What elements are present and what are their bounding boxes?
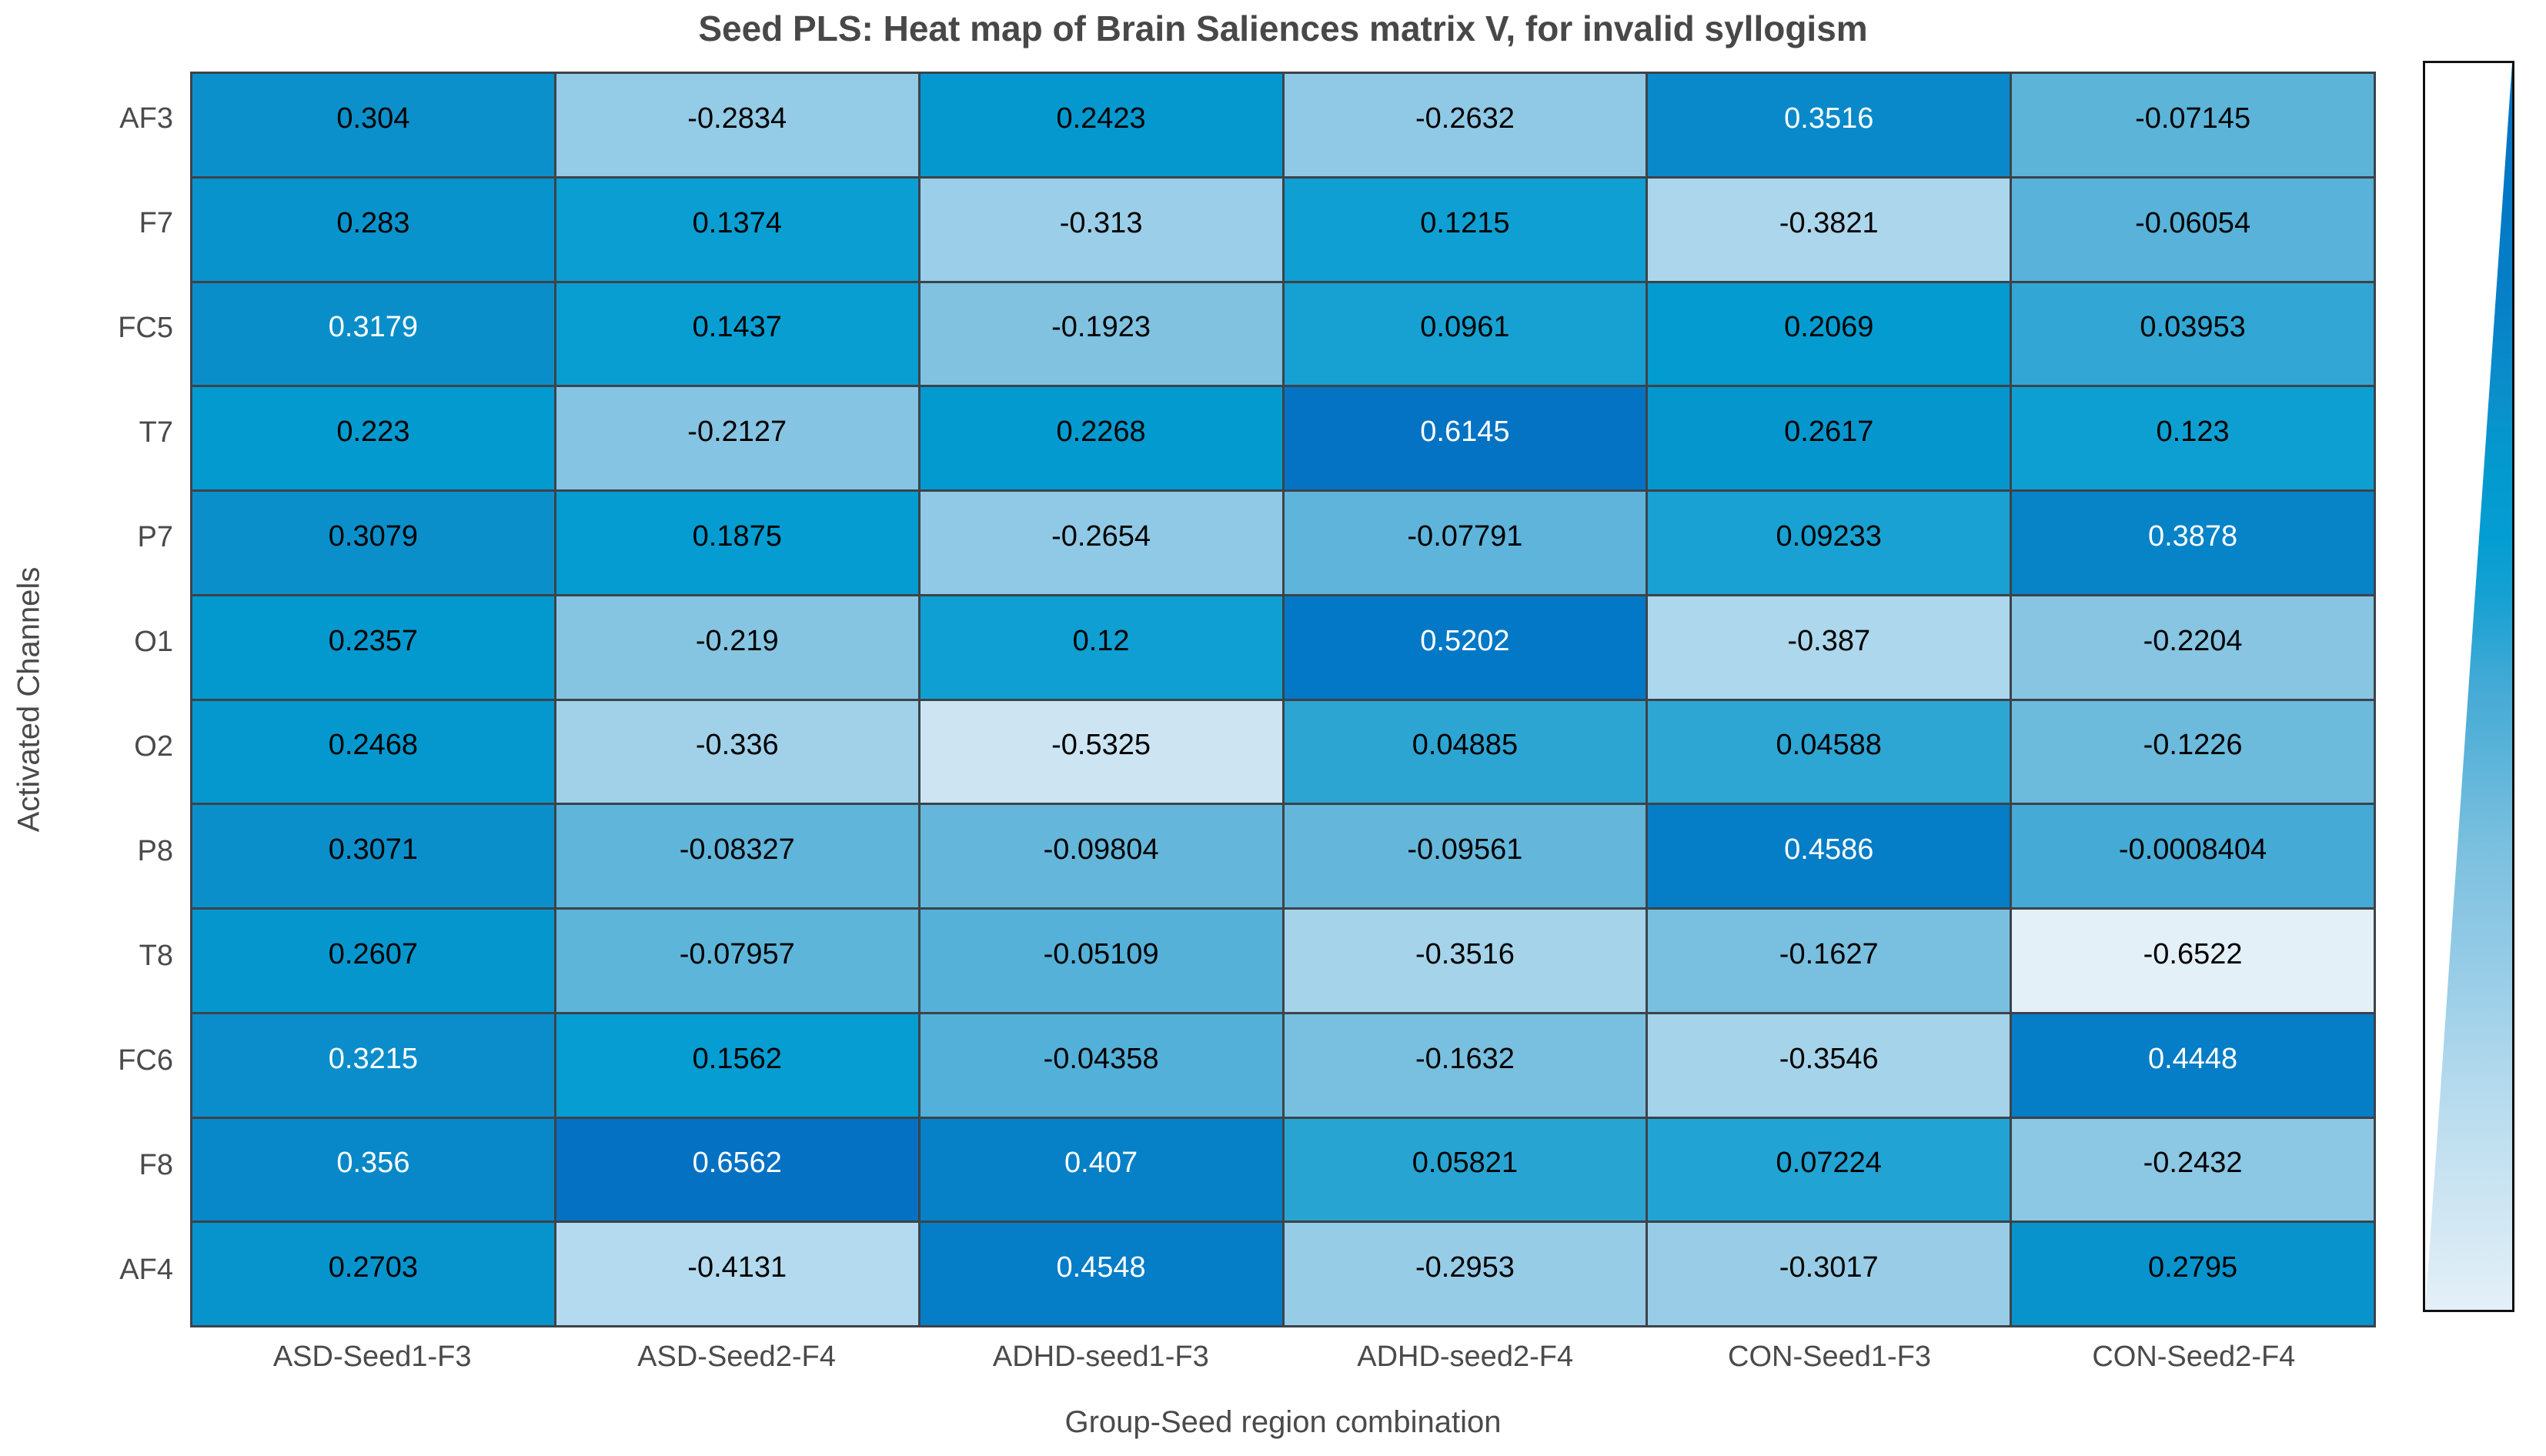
heatmap-cell-P8-CON-Seed2-F4: -0.0008404	[2012, 805, 2374, 907]
heatmap-cell-AF3-ADHD-seed1-F3: 0.2423	[920, 74, 1282, 176]
heatmap-cell-T7-CON-Seed2-F4: 0.123	[2012, 387, 2374, 489]
heatmap-cell-P8-ADHD-seed2-F4: -0.09561	[1284, 805, 1646, 907]
heatmap-cell-P7-ADHD-seed2-F4: -0.07791	[1284, 492, 1646, 594]
heatmap-cell-FC6-CON-Seed2-F4: 0.4448	[2012, 1014, 2374, 1117]
col-label-CON-Seed2-F4: CON-Seed2-F4	[2092, 1341, 2296, 1373]
heatmap-cell-FC5-ASD-Seed2-F4: 0.1437	[556, 282, 918, 386]
col-label-ASD-Seed2-F4: ASD-Seed2-F4	[637, 1341, 836, 1373]
heatmap-cell-AF4-ADHD-seed2-F4: -0.2953	[1284, 1223, 1646, 1325]
heatmap-cell-O2-ASD-Seed1-F3: 0.2468	[192, 700, 554, 803]
col-label-ADHD-seed1-F3: ADHD-seed1-F3	[992, 1341, 1209, 1373]
row-label-FC6: FC6	[118, 1044, 173, 1077]
row-label-O1: O1	[134, 625, 173, 658]
heatmap-cell-T7-ASD-Seed2-F4: -0.2127	[556, 387, 918, 489]
heatmap-cell-P8-ADHD-seed1-F3: -0.09804	[920, 805, 1282, 907]
heatmap-cell-T7-ADHD-seed2-F4: 0.6145	[1284, 387, 1646, 489]
heatmap-cell-F7-CON-Seed1-F3: -0.3821	[1648, 178, 2010, 281]
x-axis-label: Group-Seed region combination	[1064, 1405, 1502, 1439]
heatmap-cell-O2-ADHD-seed2-F4: 0.04885	[1284, 700, 1646, 803]
heatmap-cell-P7-ASD-Seed2-F4: 0.1875	[556, 492, 918, 594]
row-label-F7: F7	[139, 206, 173, 239]
row-label-AF3: AF3	[119, 102, 173, 135]
col-label-ADHD-seed2-F4: ADHD-seed2-F4	[1357, 1341, 1574, 1373]
heatmap-grid: 0.304 -0.2834 0.2423 -0.2632 0.3516 -0.07145 0…	[190, 72, 2376, 1327]
colorbar	[2423, 61, 2514, 1312]
heatmap-cell-FC5-CON-Seed2-F4: 0.03953	[2012, 282, 2374, 386]
heatmap-cell-P7-CON-Seed2-F4: 0.3878	[2012, 492, 2374, 594]
heatmap-cell-O2-CON-Seed2-F4: -0.1226	[2012, 700, 2374, 803]
heatmap-cell-AF3-ADHD-seed2-F4: -0.2632	[1284, 74, 1646, 176]
heatmap-cell-F7-ASD-Seed1-F3: 0.283	[192, 178, 554, 281]
heatmap-cell-FC6-CON-Seed1-F3: -0.3546	[1648, 1014, 2010, 1117]
heatmap-cell-O2-ADHD-seed1-F3: -0.5325	[920, 700, 1282, 803]
heatmap-cell-F8-ADHD-seed2-F4: 0.05821	[1284, 1118, 1646, 1221]
heatmap-cell-F7-ADHD-seed1-F3: -0.313	[920, 178, 1282, 281]
heatmap-cell-AF4-CON-Seed2-F4: 0.2795	[2012, 1223, 2374, 1325]
heatmap-cell-P7-CON-Seed1-F3: 0.09233	[1648, 492, 2010, 594]
heatmap-cell-P7-ASD-Seed1-F3: 0.3079	[192, 492, 554, 594]
heatmap-cell-AF3-CON-Seed1-F3: 0.3516	[1648, 74, 2010, 176]
heatmap-cell-FC5-CON-Seed1-F3: 0.2069	[1648, 282, 2010, 386]
heatmap-cell-F8-CON-Seed2-F4: -0.2432	[2012, 1118, 2374, 1221]
row-label-P8: P8	[137, 834, 173, 867]
heatmap-cell-F8-ASD-Seed2-F4: 0.6562	[556, 1118, 918, 1221]
heatmap-cell-O1-ADHD-seed2-F4: 0.5202	[1284, 596, 1646, 699]
heatmap-cell-F7-ADHD-seed2-F4: 0.1215	[1284, 178, 1646, 281]
row-labels: AF3 F7 FC5 T7 P7 O1 O2 P8 T8 FC6 F8 AF4	[0, 72, 173, 1327]
heatmap-cell-P8-CON-Seed1-F3: 0.4586	[1648, 805, 2010, 907]
row-label-T7: T7	[139, 416, 173, 449]
heatmap-cell-FC5-ASD-Seed1-F3: 0.3179	[192, 282, 554, 386]
heatmap-cell-T8-ASD-Seed2-F4: -0.07957	[556, 910, 918, 1012]
row-label-FC5: FC5	[118, 311, 173, 344]
heatmap-cell-O1-CON-Seed2-F4: -0.2204	[2012, 596, 2374, 699]
heatmap-cell-T7-CON-Seed1-F3: 0.2617	[1648, 387, 2010, 489]
heatmap-cell-AF3-ASD-Seed2-F4: -0.2834	[556, 74, 918, 176]
heatmap-cell-F7-CON-Seed2-F4: -0.06054	[2012, 178, 2374, 281]
heatmap-cell-F8-ADHD-seed1-F3: 0.407	[920, 1118, 1282, 1221]
heatmap-cell-P7-ADHD-seed1-F3: -0.2654	[920, 492, 1282, 594]
heatmap-cell-T7-ASD-Seed1-F3: 0.223	[192, 387, 554, 489]
heatmap-cell-FC6-ASD-Seed2-F4: 0.1562	[556, 1014, 918, 1117]
heatmap-cell-O1-ADHD-seed1-F3: 0.12	[920, 596, 1282, 699]
heatmap-cell-F8-CON-Seed1-F3: 0.07224	[1648, 1118, 2010, 1221]
heatmap-cell-FC6-ADHD-seed1-F3: -0.04358	[920, 1014, 1282, 1117]
col-label-ASD-Seed1-F3: ASD-Seed1-F3	[272, 1341, 472, 1373]
heatmap-cell-O2-CON-Seed1-F3: 0.04588	[1648, 700, 2010, 803]
heatmap-cell-FC6-ASD-Seed1-F3: 0.3215	[192, 1014, 554, 1117]
heatmap-cell-AF4-ASD-Seed1-F3: 0.2703	[192, 1223, 554, 1325]
heatmap-cell-F8-ASD-Seed1-F3: 0.356	[192, 1118, 554, 1221]
heatmap-cell-O1-CON-Seed1-F3: -0.387	[1648, 596, 2010, 699]
heatmap-cell-T8-CON-Seed1-F3: -0.1627	[1648, 910, 2010, 1012]
row-label-AF4: AF4	[119, 1253, 173, 1286]
heatmap-cell-T8-ADHD-seed1-F3: -0.05109	[920, 910, 1282, 1012]
heatmap-cell-FC5-ADHD-seed1-F3: -0.1923	[920, 282, 1282, 386]
heatmap-cell-T8-CON-Seed2-F4: -0.6522	[2012, 910, 2374, 1012]
col-labels: ASD-Seed1-F3 ASD-Seed2-F4 ADHD-seed1-F3 ADH…	[190, 1341, 2376, 1381]
heatmap-cell-AF4-ASD-Seed2-F4: -0.4131	[556, 1223, 918, 1325]
row-label-T8: T8	[139, 939, 173, 972]
heatmap-cell-AF4-CON-Seed1-F3: -0.3017	[1648, 1223, 2010, 1325]
heatmap-cell-O1-ASD-Seed1-F3: 0.2357	[192, 596, 554, 699]
heatmap-cell-T7-ADHD-seed1-F3: 0.2268	[920, 387, 1282, 489]
heatmap-cell-P8-ASD-Seed2-F4: -0.08327	[556, 805, 918, 907]
heatmap-cell-FC5-ADHD-seed2-F4: 0.0961	[1284, 282, 1646, 386]
heatmap-cell-AF4-ADHD-seed1-F3: 0.4548	[920, 1223, 1282, 1325]
heatmap-cell-O1-ASD-Seed2-F4: -0.219	[556, 596, 918, 699]
heatmap-cell-P8-ASD-Seed1-F3: 0.3071	[192, 805, 554, 907]
heatmap-cell-AF3-ASD-Seed1-F3: 0.304	[192, 74, 554, 176]
heatmap-cell-AF3-CON-Seed2-F4: -0.07145	[2012, 74, 2374, 176]
col-label-CON-Seed1-F3: CON-Seed1-F3	[1728, 1341, 1931, 1373]
row-label-P7: P7	[137, 520, 173, 553]
heatmap-cell-FC6-ADHD-seed2-F4: -0.1632	[1284, 1014, 1646, 1117]
row-label-O2: O2	[134, 730, 173, 763]
heatmap-cell-O2-ASD-Seed2-F4: -0.336	[556, 700, 918, 803]
heatmap-cell-F7-ASD-Seed2-F4: 0.1374	[556, 178, 918, 281]
heatmap-cell-T8-ASD-Seed1-F3: 0.2607	[192, 910, 554, 1012]
colorbar-gradient-wedge	[2425, 63, 2512, 1310]
row-label-F8: F8	[139, 1148, 173, 1181]
chart-title: Seed PLS: Heat map of Brain Saliences ma…	[698, 8, 1868, 48]
heatmap-cell-T8-ADHD-seed2-F4: -0.3516	[1284, 910, 1646, 1012]
